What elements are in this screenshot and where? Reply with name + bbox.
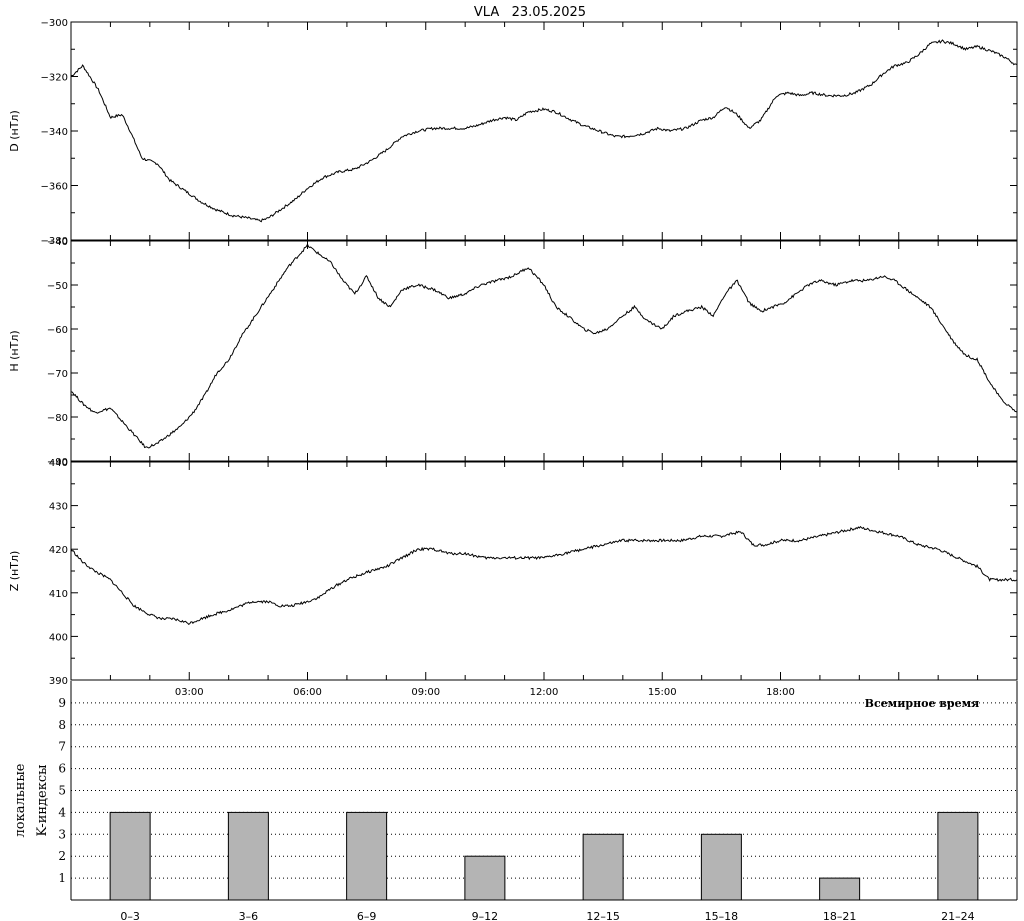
y-tick-label: −90 <box>47 457 68 468</box>
y-tick-label: 430 <box>49 502 68 513</box>
time-tick-label: 06:00 <box>293 687 322 698</box>
k-category-label: 0–3 <box>120 910 140 921</box>
time-axis: 03:00 06:00 09:00 12:00 15:00 18:00 <box>175 687 795 698</box>
k-category-label: 3–6 <box>239 910 259 921</box>
k-category-label: 21–24 <box>941 910 975 921</box>
z-axis-label: Z (нТл) <box>8 551 21 592</box>
z-series-line <box>70 525 1018 626</box>
k-y-tick-label: 3 <box>58 827 66 841</box>
z-panel: 390 400 410 420 430 440 Z (нТл) <box>8 458 1018 687</box>
k-index-bar <box>937 811 979 901</box>
k-category-label: 15–18 <box>705 910 739 921</box>
k-y-tick-label: 1 <box>58 871 66 885</box>
k-y-tick-label: 7 <box>58 740 66 754</box>
d-series-line <box>70 39 1018 223</box>
k-index-bar <box>582 833 624 901</box>
y-tick-label: −360 <box>41 182 68 193</box>
k-y-tick-label: 6 <box>58 762 66 776</box>
time-tick-label: 15:00 <box>648 687 677 698</box>
h-frame <box>70 240 1018 462</box>
z-frame <box>70 461 1018 681</box>
y-tick-label: 400 <box>49 632 68 643</box>
k-y-tick-label: 5 <box>58 784 66 798</box>
k-category-label: 9–12 <box>472 910 499 921</box>
k-axis-label-line1: локальные <box>13 763 28 837</box>
y-tick-label: 420 <box>49 545 68 556</box>
y-tick-label: −80 <box>47 413 68 424</box>
k-category-label: 12–15 <box>586 910 620 921</box>
k-index-panel: 1 2 3 4 5 6 7 8 9 0–3 3–6 6–9 9–12 12–15 15–18 18–21 21–… <box>13 681 1018 921</box>
y-tick-label: −70 <box>47 369 68 380</box>
y-tick-label: −340 <box>41 127 68 138</box>
y-tick-label: −300 <box>41 18 68 29</box>
k-index-bar <box>464 855 506 901</box>
k-x-axis-label: Всемирное время <box>865 697 980 710</box>
y-tick-label: −320 <box>41 73 68 84</box>
k-y-tick-label: 2 <box>58 849 66 863</box>
k-axis-label-line2: K-индексы <box>35 765 50 837</box>
h-panel: −90 −80 −70 −60 −50 −40 H (нТл) <box>8 237 1018 468</box>
y-tick-label: 390 <box>49 676 68 687</box>
h-series-line <box>70 242 1018 449</box>
k-category-label: 18–21 <box>823 910 857 921</box>
k-index-bar <box>109 811 151 901</box>
y-tick-label: −40 <box>47 237 68 248</box>
k-index-bar <box>346 811 388 901</box>
time-tick-label: 18:00 <box>766 687 795 698</box>
k-y-tick-label: 8 <box>58 718 66 732</box>
d-frame <box>70 21 1018 241</box>
d-axis-label: D (нТл) <box>8 110 21 152</box>
y-tick-label: 440 <box>49 458 68 469</box>
k-index-bar <box>819 877 861 901</box>
y-tick-label: −50 <box>47 281 68 292</box>
h-axis-label: H (нТл) <box>8 330 21 371</box>
time-tick-label: 12:00 <box>530 687 559 698</box>
chart-title: VLA 23.05.2025 <box>474 5 586 20</box>
time-tick-label: 09:00 <box>411 687 440 698</box>
y-tick-label: −60 <box>47 325 68 336</box>
k-y-tick-label: 9 <box>58 696 66 710</box>
k-category-label: 6–9 <box>357 910 377 921</box>
y-tick-label: 410 <box>49 589 68 600</box>
k-index-bar <box>700 833 742 901</box>
d-panel: −380 −360 −340 −320 −300 D (нТл) <box>8 18 1018 247</box>
y-tick-label: −380 <box>41 236 68 247</box>
k-index-bar <box>227 811 269 901</box>
time-tick-label: 03:00 <box>175 687 204 698</box>
k-y-tick-label: 4 <box>58 805 66 819</box>
